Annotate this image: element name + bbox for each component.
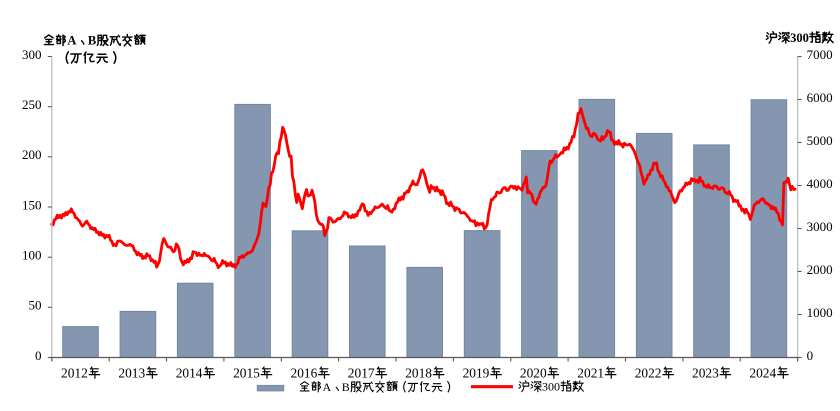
- svg-text:A: A: [323, 380, 332, 394]
- svg-text:A: A: [67, 34, 76, 48]
- svg-text:5000: 5000: [807, 133, 833, 148]
- svg-text:2024: 2024: [749, 365, 776, 380]
- svg-text:100: 100: [22, 248, 42, 263]
- svg-text:300: 300: [22, 47, 42, 62]
- svg-text:2021: 2021: [577, 365, 604, 380]
- svg-text:2020: 2020: [520, 365, 547, 380]
- svg-text:50: 50: [29, 298, 42, 313]
- svg-text:2017: 2017: [348, 365, 375, 380]
- svg-text:300: 300: [542, 379, 560, 393]
- svg-text:150: 150: [22, 197, 42, 212]
- svg-text:2014: 2014: [176, 365, 203, 380]
- svg-text:B: B: [88, 34, 96, 48]
- svg-text:3000: 3000: [807, 219, 833, 234]
- svg-text:2013: 2013: [118, 365, 145, 380]
- svg-text:1000: 1000: [807, 305, 833, 320]
- svg-text:2016: 2016: [291, 365, 318, 380]
- svg-text:300: 300: [790, 31, 809, 45]
- svg-text:4000: 4000: [807, 176, 833, 191]
- svg-text:B: B: [342, 380, 350, 394]
- svg-text:2012: 2012: [61, 365, 88, 380]
- svg-text:0: 0: [807, 348, 814, 363]
- svg-text:0: 0: [35, 348, 42, 363]
- svg-text:2000: 2000: [807, 262, 833, 277]
- svg-text:2023: 2023: [692, 365, 719, 380]
- svg-text:2022: 2022: [635, 365, 662, 380]
- svg-text:6000: 6000: [807, 90, 833, 105]
- svg-text:2018: 2018: [405, 365, 432, 380]
- svg-text:7000: 7000: [807, 47, 833, 62]
- svg-text:200: 200: [22, 147, 42, 162]
- svg-text:250: 250: [22, 97, 42, 112]
- svg-text:2015: 2015: [233, 365, 260, 380]
- svg-text:2019: 2019: [463, 365, 490, 380]
